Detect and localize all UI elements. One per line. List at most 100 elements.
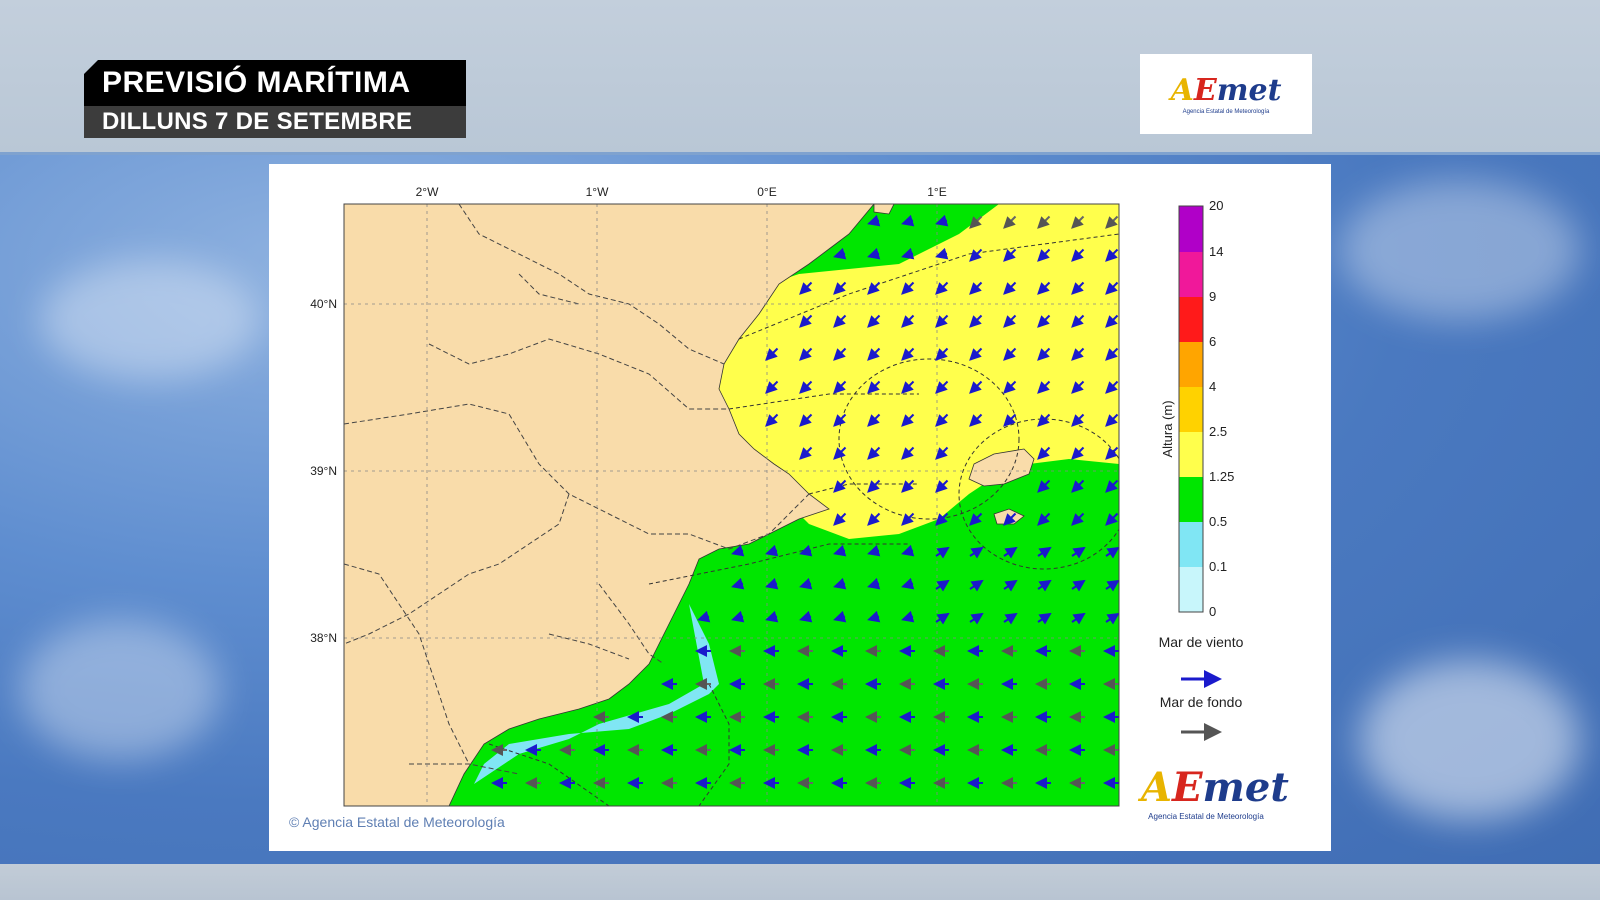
legend-tick: 6 xyxy=(1209,334,1216,349)
wave-arrow xyxy=(901,479,915,493)
aemet-logo: AEmet Agencia Estatal de Meteorología xyxy=(1140,54,1312,134)
wave-arrow xyxy=(1071,479,1085,493)
wave-arrow xyxy=(867,512,881,526)
wave-arrow xyxy=(867,347,881,361)
legend-swatch xyxy=(1179,477,1203,522)
wave-arrow xyxy=(867,479,881,493)
wave-arrow xyxy=(1003,612,1018,625)
wave-arrow xyxy=(901,380,915,394)
wave-arrow xyxy=(901,281,915,295)
wave-arrow xyxy=(935,546,950,559)
wave-arrow xyxy=(935,512,949,526)
legend-swatch xyxy=(1179,297,1203,342)
page-title: PREVISIÓ MARÍTIMA xyxy=(84,60,466,106)
sea-zone-borders xyxy=(488,233,1119,806)
wave-arrow xyxy=(969,281,983,295)
wave-arrow xyxy=(935,413,949,427)
map-frame xyxy=(343,203,1120,807)
wind-sea-label: Mar de viento xyxy=(1159,634,1244,650)
wave-arrow xyxy=(1105,479,1119,493)
wave-arrow xyxy=(867,544,881,557)
forecast-map-panel: 2°W 1°W 0°E 1°E 40°N 39°N 38°N 20 14 9 6… xyxy=(269,164,1331,851)
wave-arrow xyxy=(799,314,813,328)
wave-arrow xyxy=(867,446,881,460)
wave-arrow xyxy=(1071,347,1085,361)
wave-arrow xyxy=(867,247,881,260)
wave-arrow xyxy=(1071,612,1086,625)
wave-arrow xyxy=(1105,512,1119,526)
wave-arrow xyxy=(833,413,847,427)
wave-arrow xyxy=(1037,579,1052,592)
wave-arrow xyxy=(1037,248,1051,262)
wave-arrow xyxy=(765,610,779,623)
legend-tick: 0.1 xyxy=(1209,559,1227,574)
wave-arrow xyxy=(833,314,847,328)
wave-arrow xyxy=(1105,314,1119,328)
wave-arrow xyxy=(969,248,983,262)
wave-arrow xyxy=(935,247,949,260)
wave-arrow xyxy=(969,546,984,559)
forecast-map-svg: 2°W 1°W 0°E 1°E 40°N 39°N 38°N 20 14 9 6… xyxy=(310,185,1244,807)
wave-arrow xyxy=(799,544,813,557)
aemet-panel-logo: AEmet Agencia Estatal de Meteorología xyxy=(1141,764,1289,821)
legend-swatch xyxy=(1179,567,1203,612)
wave-arrow xyxy=(1105,347,1119,361)
wave-arrow xyxy=(833,247,847,260)
wave-arrow xyxy=(1105,413,1119,427)
legend-axis-label: Altura (m) xyxy=(1160,400,1175,457)
wave-arrow xyxy=(935,479,949,493)
wave-arrow xyxy=(1037,546,1052,559)
wave-arrow xyxy=(799,610,813,623)
wave-arrow xyxy=(765,413,779,427)
wave-arrow xyxy=(1105,215,1119,229)
background-cloud xyxy=(20,620,220,760)
graticule xyxy=(344,204,1119,806)
wave-arrow xyxy=(1071,512,1085,526)
wave-arrow xyxy=(799,281,813,295)
wave-arrow xyxy=(935,281,949,295)
wave-arrow xyxy=(1071,380,1085,394)
wave-arrow xyxy=(1071,579,1086,592)
wave-arrow xyxy=(1037,612,1052,625)
wave-arrow xyxy=(1003,546,1018,559)
page-subtitle: DILLUNS 7 DE SETEMBRE xyxy=(84,106,466,138)
wave-arrow xyxy=(833,281,847,295)
wave-arrow xyxy=(901,446,915,460)
wave-arrow xyxy=(1037,446,1051,460)
wave-arrow xyxy=(1105,380,1119,394)
wave-arrow xyxy=(1037,281,1051,295)
wave-arrow xyxy=(833,446,847,460)
wave-arrow xyxy=(1105,579,1119,592)
wave-arrow xyxy=(731,610,745,623)
legend-tick: 14 xyxy=(1209,244,1223,259)
footer-band xyxy=(0,864,1600,900)
wave-arrow xyxy=(1003,215,1017,229)
wave-arrow xyxy=(1071,446,1085,460)
legend-swatch xyxy=(1179,522,1203,567)
wave-arrow xyxy=(1105,612,1119,625)
wave-arrow xyxy=(731,577,745,590)
wave-arrow xyxy=(935,380,949,394)
wave-arrow xyxy=(1037,314,1051,328)
wave-arrow xyxy=(833,512,847,526)
wave-arrow xyxy=(1037,512,1051,526)
legend-swatch xyxy=(1179,252,1203,297)
wave-arrow xyxy=(1071,546,1086,559)
map-area xyxy=(344,204,1119,806)
wave-arrow xyxy=(901,314,915,328)
legend-swatch xyxy=(1179,206,1203,252)
wave-arrow xyxy=(1037,380,1051,394)
wave-arrow xyxy=(1071,248,1085,262)
wave-arrow xyxy=(901,413,915,427)
wave-arrow xyxy=(935,347,949,361)
wave-arrow xyxy=(901,214,915,227)
wave-arrow xyxy=(1003,512,1017,526)
wave-arrow xyxy=(867,413,881,427)
wave-arrows xyxy=(491,214,1119,789)
aemet-logo-tagline: Agencia Estatal de Meteorología xyxy=(1148,812,1264,821)
legend-tick: 20 xyxy=(1209,198,1223,213)
wave-arrow xyxy=(935,314,949,328)
legend-swatch xyxy=(1179,432,1203,477)
background-cloud xyxy=(1340,180,1580,320)
wave-arrow xyxy=(935,579,950,592)
